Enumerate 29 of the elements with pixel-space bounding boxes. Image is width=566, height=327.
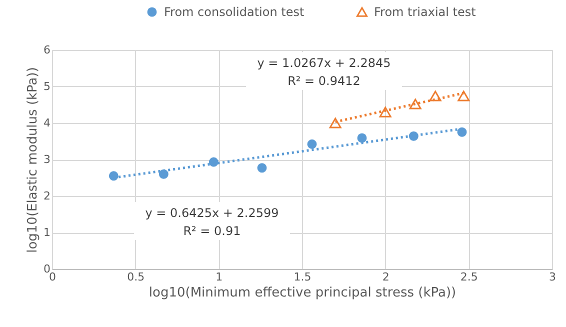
y-tick-label: 4 — [44, 116, 50, 130]
point — [429, 90, 442, 102]
point — [457, 127, 467, 137]
x-tick-label: 2.5 — [460, 270, 478, 284]
x-tick-label: 3 — [549, 270, 556, 284]
y-axis-title: log10(Elastic modulus (kPa)) — [26, 67, 40, 253]
y-tick-label: 2 — [44, 190, 50, 202]
point — [409, 98, 422, 110]
y-tick-label: 5 — [44, 80, 50, 93]
point — [379, 106, 392, 118]
y-tick-label: 0 — [44, 262, 50, 276]
x-tick-label: 1 — [216, 270, 223, 284]
point — [307, 139, 317, 149]
legend-label: From triaxial test — [374, 5, 476, 19]
point — [458, 90, 470, 102]
x-tick-label: 0.5 — [127, 270, 145, 284]
point — [329, 118, 342, 128]
annotation: y = 0.6425x + 2.2599 R² = 0.91 — [145, 206, 279, 238]
y-tick-label: 6 — [44, 44, 50, 56]
point — [357, 133, 367, 143]
x-axis-title: log10(Minimum effective principal stress (kPa)) — [148, 286, 456, 300]
point — [257, 163, 267, 173]
y-tick-label: 1 — [44, 226, 50, 239]
annotation: y = 1.0267x + 2.2845 R² = 0.9412 — [257, 56, 391, 88]
x-tick-label: 1.5 — [294, 270, 312, 284]
point — [108, 171, 118, 181]
legend-label: From consolidation test — [164, 5, 304, 19]
x-tick-label: 2 — [382, 270, 390, 284]
y-tick-label: 3 — [44, 153, 50, 166]
